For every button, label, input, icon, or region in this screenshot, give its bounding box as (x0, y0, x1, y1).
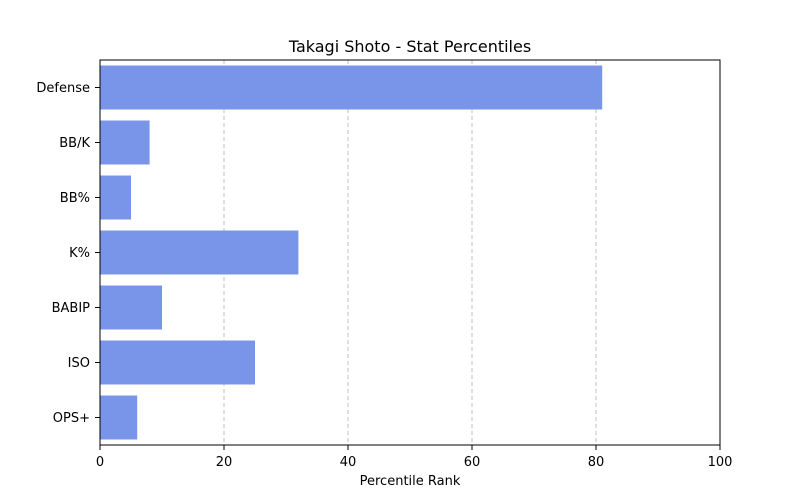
bar-ops- (100, 395, 138, 440)
x-axis-ticks: 0 20 40 60 80 100 (96, 445, 733, 470)
bar-babip (100, 285, 162, 330)
x-tick-label: 60 (464, 455, 481, 470)
y-tick-label: ISO (68, 356, 90, 371)
x-tick-label: 20 (216, 455, 233, 470)
x-axis-label: Percentile Rank (360, 474, 461, 489)
bar-bb- (100, 175, 131, 220)
bar-defense (100, 65, 603, 110)
x-tick-label: 40 (340, 455, 357, 470)
y-tick-label: BB/K (59, 136, 90, 151)
y-axis-ticks: Defense BB/K BB% K% BABIP ISO OPS+ (36, 81, 100, 426)
bar-k- (100, 230, 299, 275)
bar-bb-k (100, 120, 150, 165)
y-tick-label: OPS+ (53, 411, 90, 426)
x-tick-label: 0 (96, 455, 104, 470)
y-tick-label: BB% (60, 191, 90, 206)
y-tick-label: Defense (36, 81, 90, 96)
chart-title: Takagi Shoto - Stat Percentiles (288, 37, 531, 56)
y-tick-label: K% (69, 246, 90, 261)
x-tick-label: 100 (708, 455, 733, 470)
x-tick-label: 80 (588, 455, 605, 470)
bar-iso (100, 340, 255, 385)
y-tick-label: BABIP (52, 301, 91, 316)
bars (100, 65, 603, 440)
